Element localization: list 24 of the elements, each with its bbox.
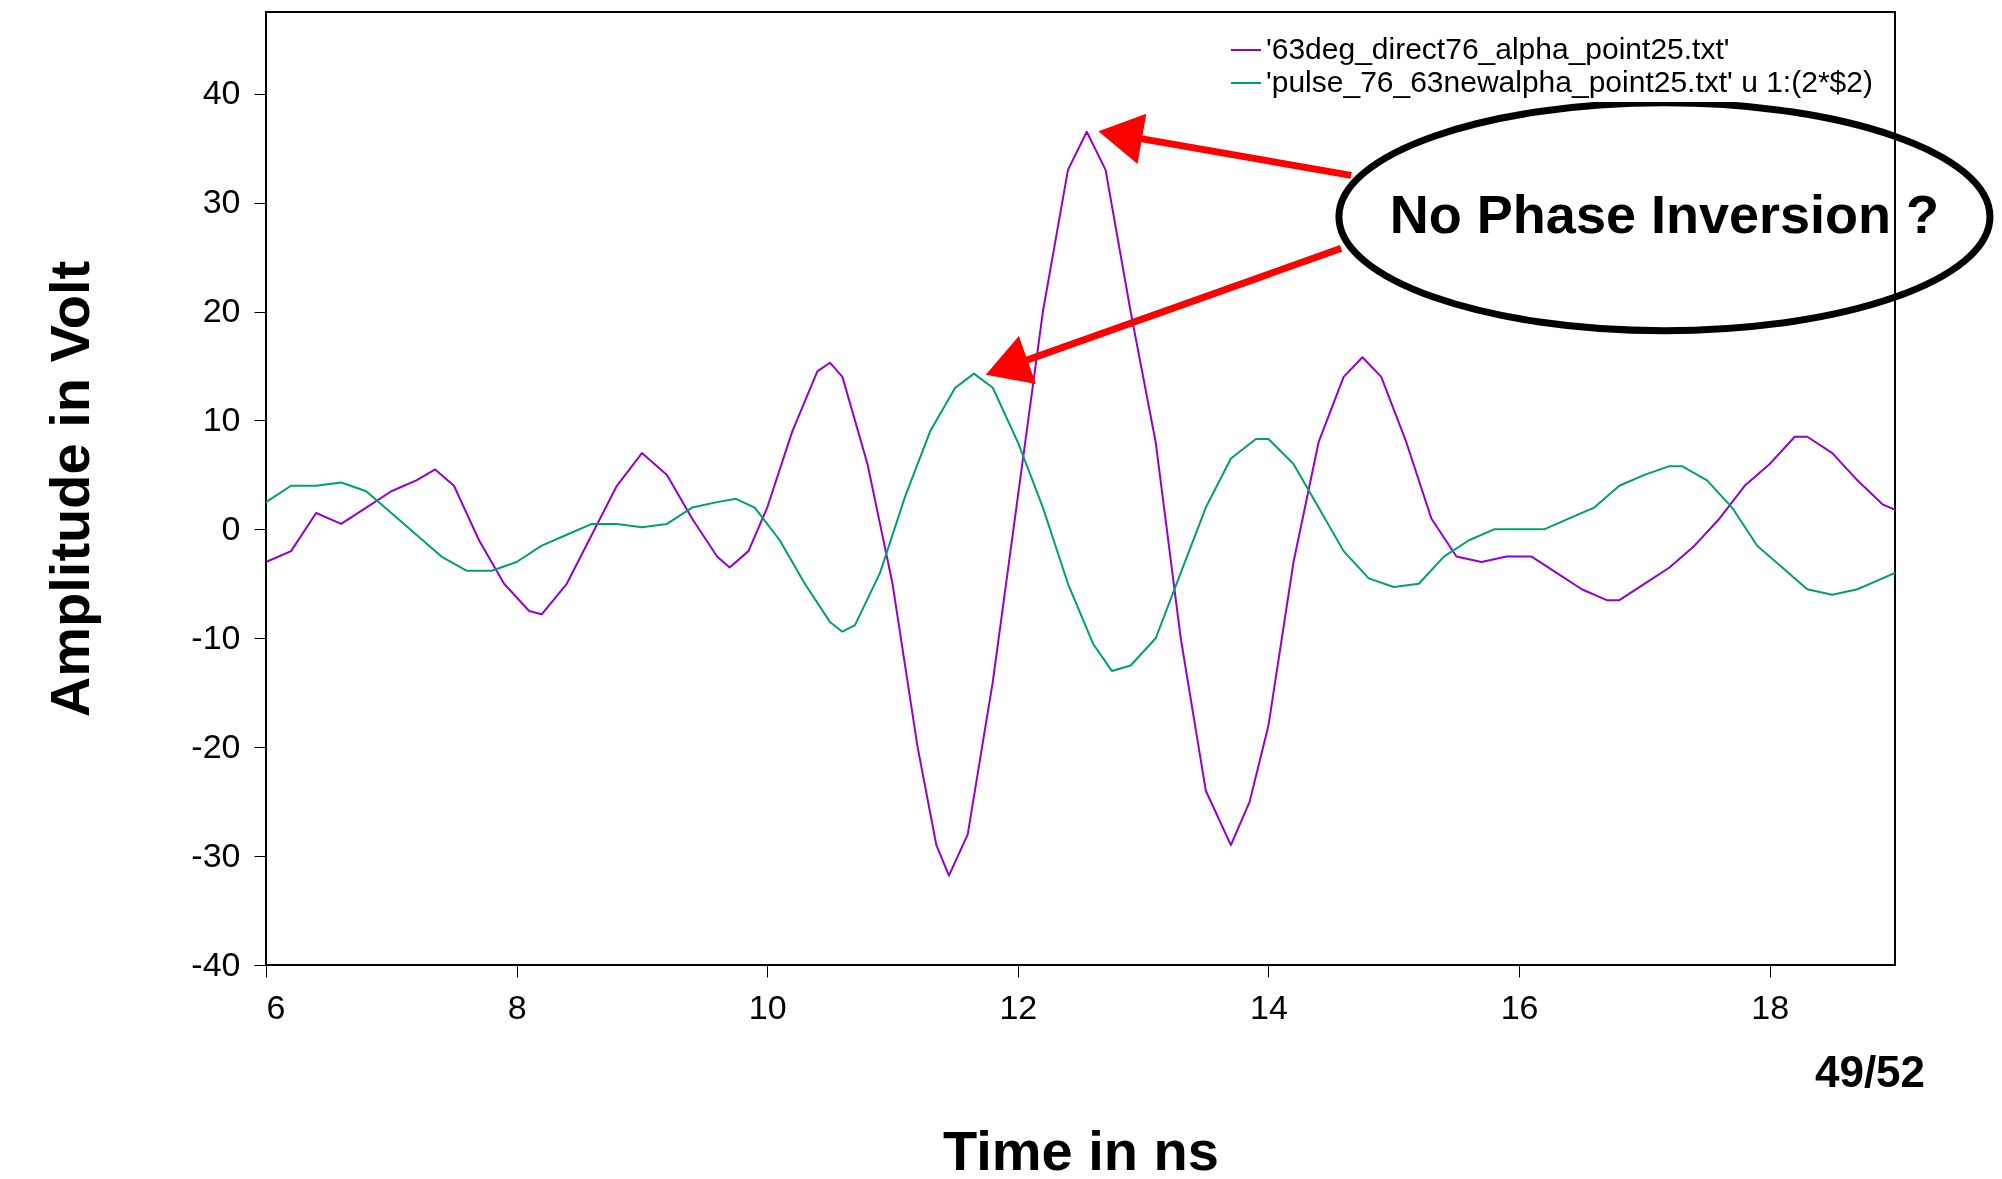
legend-label: 'pulse_76_63newalpha_point25.txt' u 1:(2*$2) <box>1266 65 1873 98</box>
y-tick-label: -30 <box>191 835 241 874</box>
y-tick-label: 0 <box>221 508 241 547</box>
text: 49/52 <box>1814 1047 1926 1096</box>
x-tick-label: 18 <box>1751 987 1790 1026</box>
x-tick-label: 12 <box>999 987 1038 1026</box>
y-tick-label: 40 <box>202 73 241 112</box>
y-tick-label: 20 <box>202 291 241 330</box>
x-tick-label: 16 <box>1500 987 1539 1026</box>
annotation: No Phase Inversion ? <box>1389 183 1940 244</box>
y-tick-label: -20 <box>191 726 241 765</box>
legend-label: '63deg_direct76_alpha_point25.txt' <box>1266 32 1730 65</box>
y-axis-title: Amplitude in Volt <box>38 260 102 718</box>
x-tick-label: 10 <box>748 987 787 1026</box>
x-tick-label: 14 <box>1250 987 1288 1026</box>
x-tick-label: 8 <box>507 987 527 1026</box>
line-series <box>265 130 1896 877</box>
x-axis-title: Time in ns <box>943 1118 1219 1179</box>
x-tick-label: 6 <box>266 987 286 1026</box>
y-tick-label: 30 <box>202 182 241 221</box>
y-tick-label: 10 <box>202 399 241 438</box>
line-series <box>265 372 1896 672</box>
y-tick-label: -10 <box>191 617 241 656</box>
y-tick-label: -40 <box>191 944 241 983</box>
